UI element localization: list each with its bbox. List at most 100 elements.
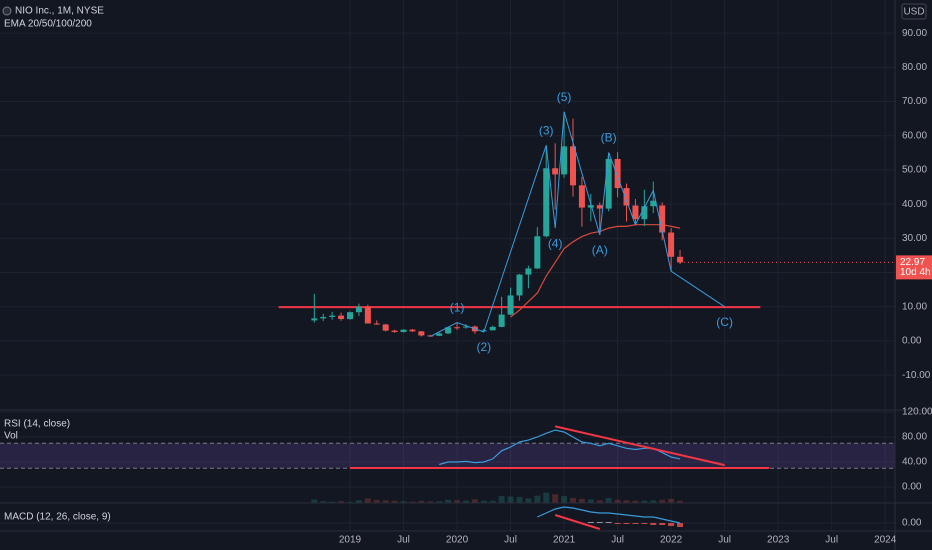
macd-hist	[632, 523, 639, 524]
vol-label: Vol	[4, 431, 18, 442]
volume-bar	[391, 500, 398, 503]
wave-label: (3)	[539, 124, 554, 138]
x-tick-label: 2021	[553, 535, 576, 546]
volume-bar	[605, 497, 612, 503]
candle-body	[355, 306, 362, 313]
candle-body	[561, 146, 568, 175]
indicator-label: EMA 20/50/100/200	[4, 19, 92, 30]
volume-bar	[373, 499, 380, 503]
candle-body	[534, 236, 541, 269]
y-tick-label: 70.00	[902, 96, 927, 107]
volume-bar	[445, 499, 452, 503]
candle-body	[373, 323, 380, 325]
rsi-label: RSI (14, close)	[4, 419, 70, 430]
y-tick-label: 120.00	[902, 407, 932, 418]
volume-bar	[454, 500, 461, 503]
volume-bar	[623, 500, 630, 503]
rsi-trend	[554, 425, 725, 467]
candle-body	[605, 159, 612, 209]
volume-bar	[400, 501, 407, 503]
candle-body	[445, 327, 452, 334]
candle-body	[614, 159, 621, 189]
wave-label: (B)	[601, 131, 617, 145]
macd-hist	[614, 523, 621, 524]
candle-body	[668, 232, 675, 257]
macd-hist	[641, 523, 648, 524]
x-tick-label: 2023	[767, 535, 790, 546]
volume-bar	[382, 500, 389, 503]
candle-body	[311, 318, 318, 321]
y-tick-label: 90.00	[902, 28, 927, 39]
plot: (1) (2) (3) (4) (5) (A) (B) (C)	[0, 90, 895, 530]
candle-body	[347, 312, 353, 320]
macd-hist	[677, 523, 684, 527]
candle-body	[507, 295, 514, 315]
volume-bar	[525, 498, 532, 503]
macd-label: MACD (12, 26, close, 9)	[4, 512, 111, 523]
candle-body	[436, 333, 443, 336]
volume-bar	[641, 500, 648, 503]
volume-bar	[409, 501, 416, 503]
candle-body	[418, 331, 425, 336]
y-tick-label: 40.00	[902, 199, 927, 210]
y-tick-label: 0.00	[902, 482, 922, 493]
y-tick-label: 40.00	[902, 457, 927, 468]
x-tick-label: 2024	[874, 535, 897, 546]
candle-body	[596, 205, 603, 209]
macd-line	[537, 506, 681, 524]
currency-box[interactable]	[901, 3, 927, 20]
rsi-line	[439, 429, 681, 466]
countdown: 10d 4h	[900, 267, 931, 278]
currency[interactable]: USD	[903, 7, 924, 18]
volume-bar	[338, 501, 345, 503]
volume-bar	[534, 495, 541, 503]
volume-bar	[436, 501, 443, 503]
axes: 2019 Jul 2020 Jul 2021 Jul 2022 Jul 2023 Jul 2024 9…	[339, 28, 932, 546]
last-price-box	[896, 255, 932, 280]
macd-trend	[554, 514, 601, 530]
macd-hist	[623, 523, 630, 524]
wave-line	[430, 111, 725, 337]
candle-body	[578, 185, 585, 208]
volume-bar	[311, 499, 318, 503]
y-tick-label: 0.00	[902, 518, 922, 529]
x-tick-label: Jul	[718, 535, 731, 546]
volume-bar	[480, 500, 487, 503]
volume-bar	[471, 499, 478, 503]
candle-body	[320, 316, 327, 319]
macd-hist	[596, 522, 603, 523]
volume-bar	[570, 497, 576, 503]
volume-bar	[329, 501, 336, 503]
volume-bar	[677, 500, 684, 503]
candle-body	[677, 256, 684, 263]
y-tick-label: 80.00	[902, 432, 927, 443]
macd-hist	[605, 522, 612, 523]
candle-body	[623, 188, 630, 206]
candle-body	[391, 330, 398, 333]
candle-body	[364, 306, 371, 324]
candle-body	[462, 326, 469, 328]
y-tick-label: 30.00	[902, 233, 927, 244]
symbol-icon	[2, 6, 12, 16]
volume-bar	[462, 500, 469, 503]
y-tick-label: 0.00	[902, 336, 922, 347]
volume-bar	[364, 498, 371, 503]
y-tick-label: 80.00	[902, 62, 927, 73]
candle-body	[498, 314, 505, 327]
x-tick-label: 2019	[339, 535, 362, 546]
candle-body	[454, 327, 461, 329]
candle-body	[329, 315, 336, 317]
y-tick-label: -10.00	[902, 370, 931, 381]
volume-bar	[418, 500, 425, 503]
volume-bar	[650, 500, 657, 503]
wave-label: (C)	[716, 315, 733, 329]
candle-body	[659, 205, 666, 233]
wave-label: (5)	[557, 90, 572, 104]
last-price: 22.97	[900, 257, 925, 268]
candle-body	[338, 315, 345, 320]
volume-bar	[516, 497, 523, 503]
y-tick-label: 50.00	[902, 165, 927, 176]
